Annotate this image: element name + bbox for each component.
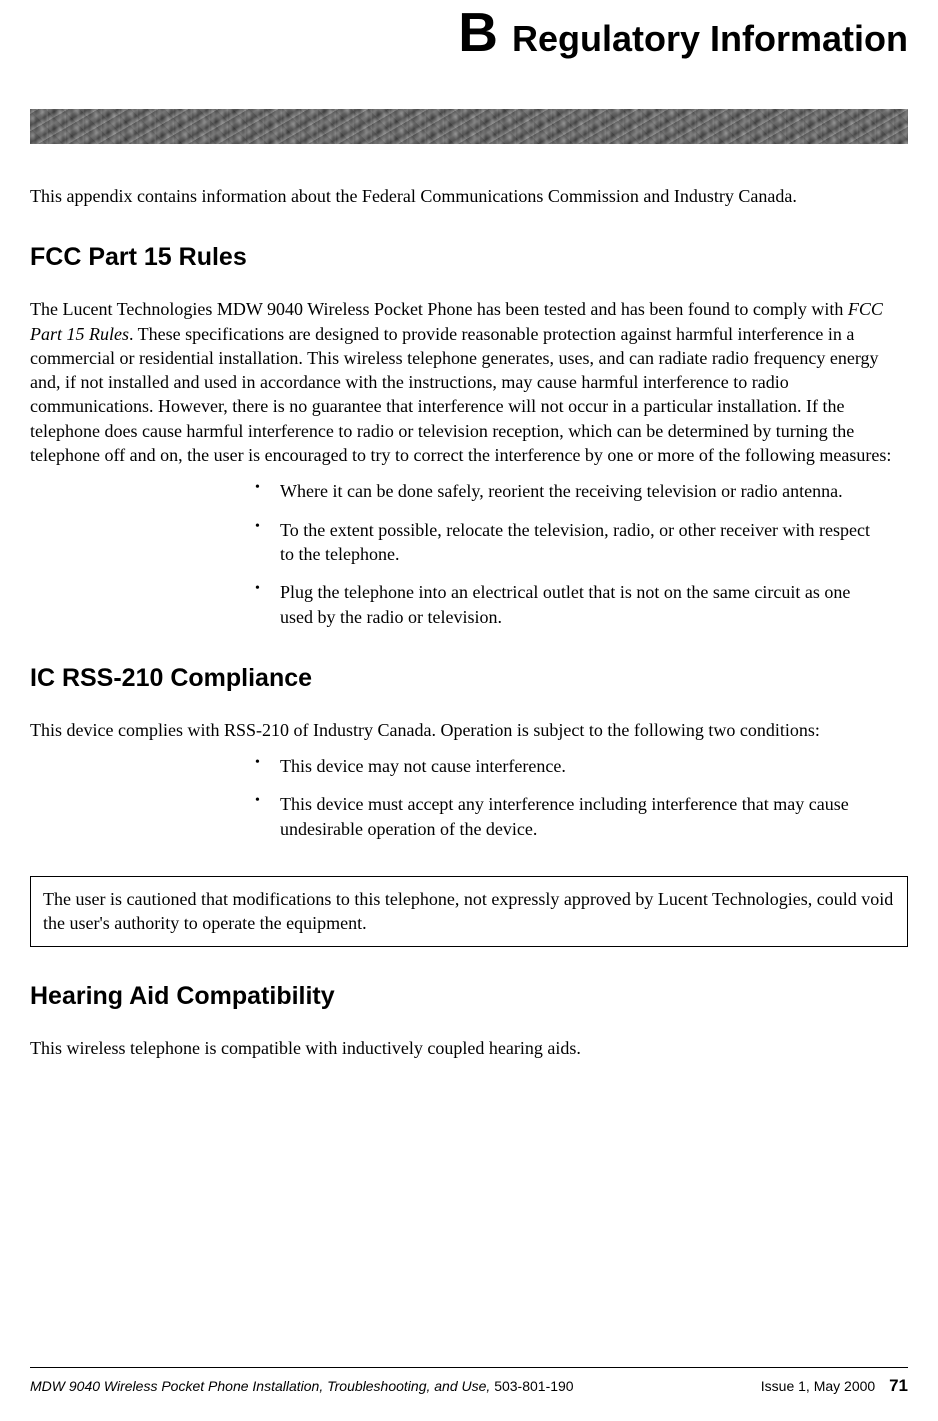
ic-body: This device complies with RSS-210 of Ind… xyxy=(30,718,908,742)
page-number: 71 xyxy=(889,1376,908,1395)
ic-bullet-list: This device may not cause interference. … xyxy=(255,754,878,841)
list-item: Where it can be done safely, reorient th… xyxy=(255,479,878,503)
fcc-heading: FCC Part 15 Rules xyxy=(30,243,908,272)
footer-doc-number: 503-801-190 xyxy=(494,1378,573,1394)
fcc-bullet-list: Where it can be done safely, reorient th… xyxy=(255,479,878,628)
list-item: This device may not cause interference. xyxy=(255,754,878,778)
ic-heading: IC RSS-210 Compliance xyxy=(30,664,908,693)
caution-box: The user is cautioned that modifications… xyxy=(30,876,908,947)
fcc-body-suffix: . These specifications are designed to p… xyxy=(30,324,891,465)
hearing-heading: Hearing Aid Compatibility xyxy=(30,982,908,1011)
appendix-letter: B xyxy=(458,1,498,63)
fcc-body-prefix: The Lucent Technologies MDW 9040 Wireles… xyxy=(30,299,848,319)
list-item: This device must accept any interference… xyxy=(255,792,878,841)
list-item: Plug the telephone into an electrical ou… xyxy=(255,580,878,629)
list-item: To the extent possible, relocate the tel… xyxy=(255,518,878,567)
footer-doc-title: MDW 9040 Wireless Pocket Phone Installat… xyxy=(30,1378,494,1394)
hearing-body: This wireless telephone is compatible wi… xyxy=(30,1036,908,1060)
footer-issue-info: Issue 1, May 2000 71 xyxy=(761,1376,908,1396)
page-footer: MDW 9040 Wireless Pocket Phone Installat… xyxy=(30,1367,908,1396)
footer-issue: Issue 1, May 2000 xyxy=(761,1378,875,1394)
appendix-title: Regulatory Information xyxy=(512,18,908,59)
intro-paragraph: This appendix contains information about… xyxy=(30,184,908,208)
decorative-divider xyxy=(30,109,908,144)
footer-doc-info: MDW 9040 Wireless Pocket Phone Installat… xyxy=(30,1378,574,1394)
fcc-body: The Lucent Technologies MDW 9040 Wireles… xyxy=(30,297,908,467)
appendix-header: B Regulatory Information xyxy=(30,0,908,64)
